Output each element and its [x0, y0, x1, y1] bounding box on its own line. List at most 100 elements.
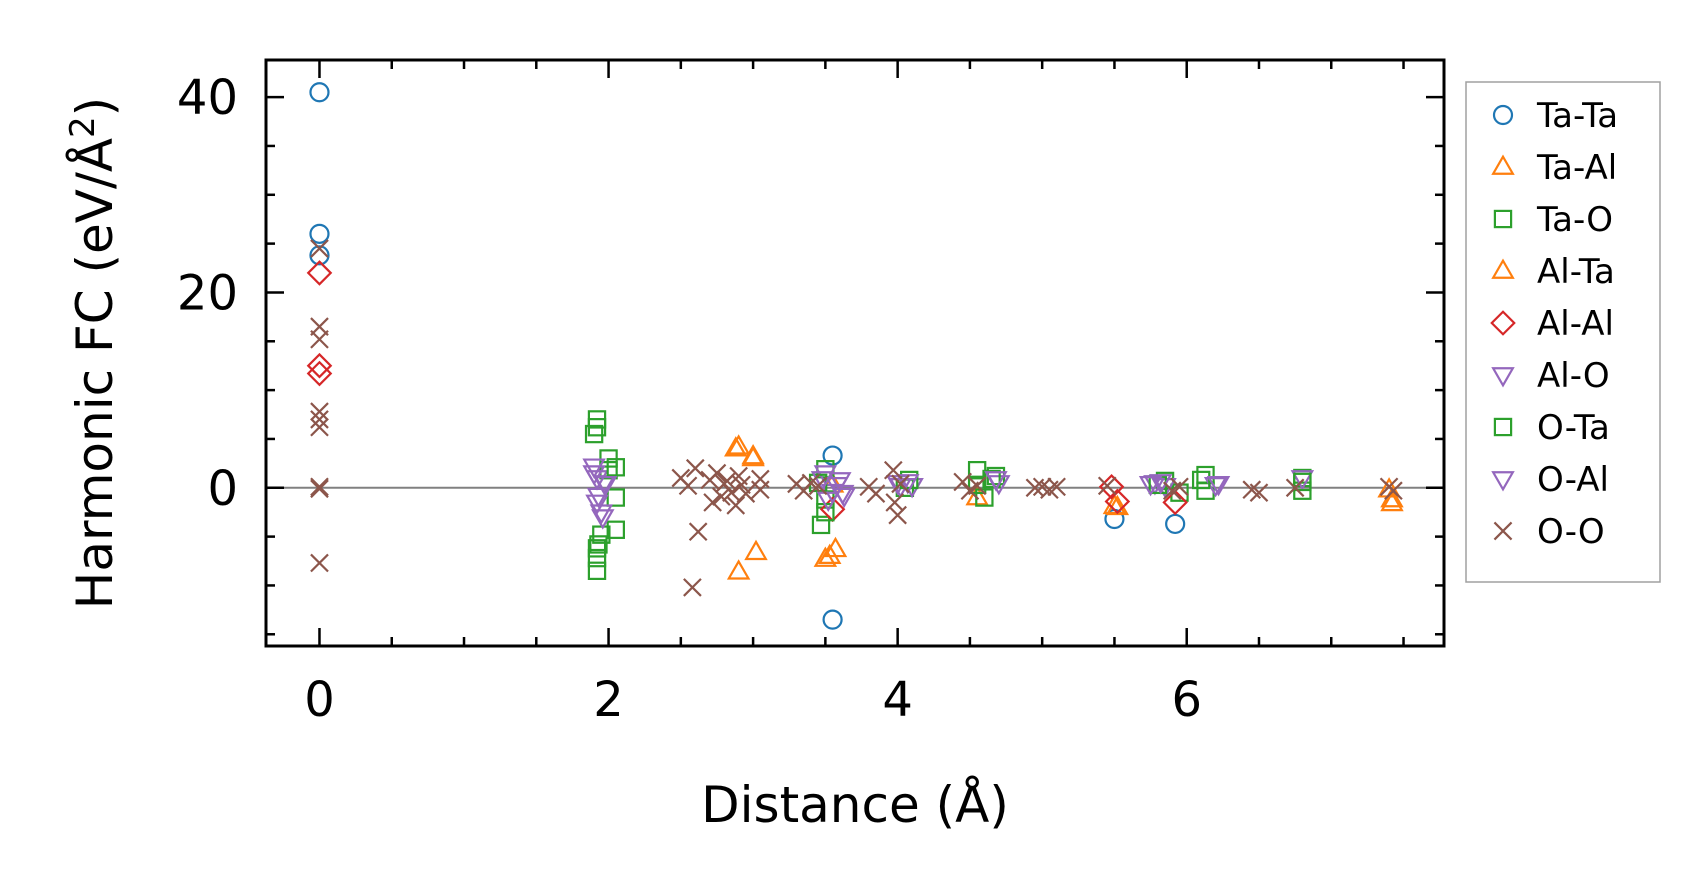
data-point: [1097, 476, 1117, 496]
legend-item: Ta-O: [1493, 200, 1613, 240]
series-o-ta-6: [584, 424, 1312, 554]
legend-label: Ta-Ta: [1536, 96, 1618, 136]
series-o-o-8: [310, 239, 1403, 597]
data-point: [585, 494, 609, 515]
legend-marker: [1491, 367, 1515, 388]
data-point: [1285, 478, 1305, 498]
data-point: [741, 445, 765, 467]
data-point: [593, 476, 618, 497]
data-point: [866, 484, 886, 503]
data-point: [688, 522, 708, 542]
legend-marker: [1490, 310, 1516, 336]
data-point: [711, 487, 731, 506]
x-tick-label: 0: [304, 672, 335, 728]
data-point: [309, 223, 330, 244]
legend-marker: [1491, 154, 1515, 175]
data-point: [885, 493, 905, 512]
data-point: [830, 484, 855, 506]
y-axis-title: Harmonic FC (eV/Å2): [63, 97, 124, 609]
data-point: [722, 483, 741, 502]
legend-item: Al-O: [1491, 356, 1610, 396]
data-point: [306, 260, 333, 286]
series-al-ta-3: [724, 436, 1404, 564]
data-point: [1047, 477, 1066, 497]
legend: Ta-Ta Ta-Al Ta-O Al-Ta Al-Al Al-O O-Ta O-Al O-O: [1465, 81, 1661, 583]
x-tick-label: 6: [1171, 672, 1202, 728]
data-point: [1242, 480, 1262, 500]
data-point: [589, 504, 614, 525]
data-point: [1162, 489, 1188, 516]
legend-label: Al-O: [1537, 356, 1610, 396]
legend-item: Al-Al: [1490, 304, 1614, 344]
series-ta-o-2: [587, 410, 1312, 580]
legend-item: O-O: [1493, 512, 1605, 552]
data-point: [1290, 470, 1315, 491]
data-point: [967, 475, 987, 495]
data-point: [703, 493, 722, 512]
data-point: [606, 458, 625, 477]
data-point: [1249, 483, 1269, 502]
legend-marker: [1491, 258, 1515, 279]
data-point: [732, 475, 751, 495]
data-point: [1170, 477, 1189, 497]
data-point: [1384, 481, 1403, 501]
data-point: [744, 539, 768, 561]
legend-label: Al-Ta: [1537, 252, 1615, 292]
legend-marker: [1491, 471, 1515, 492]
data-point: [685, 458, 705, 478]
data-point: [1206, 476, 1231, 497]
data-point: [587, 418, 607, 437]
data-point: [1138, 476, 1163, 497]
legend-marker: [1493, 521, 1513, 541]
data-point: [750, 480, 770, 500]
data-point: [891, 474, 910, 494]
legend-item: O-Al: [1491, 460, 1609, 500]
data-point: [309, 245, 330, 266]
data-point: [606, 488, 625, 507]
data-point: [883, 460, 903, 480]
legend-item: Al-Ta: [1491, 252, 1615, 292]
legend-label: O-Al: [1537, 460, 1609, 500]
legend-label: O-O: [1537, 512, 1605, 552]
data-point: [582, 458, 606, 479]
y-tick-label: 0: [207, 461, 238, 517]
data-point: [984, 471, 1008, 492]
legend-item: O-Ta: [1493, 408, 1610, 448]
x-tick-label: 2: [593, 672, 624, 728]
data-point: [582, 465, 606, 486]
axis-ticks: [266, 60, 1444, 646]
data-point: [816, 491, 840, 513]
legend-label: O-Ta: [1537, 408, 1610, 448]
y-tick-label: 20: [177, 265, 238, 321]
data-point: [726, 559, 751, 580]
x-axis-title: Distance (Å): [701, 776, 1009, 834]
legend-item: Ta-Al: [1491, 148, 1617, 188]
data-point: [587, 548, 607, 568]
data-point: [606, 520, 625, 539]
data-point: [310, 479, 329, 499]
data-point: [586, 487, 611, 509]
data-point: [310, 329, 329, 349]
data-point: [726, 496, 746, 515]
data-point: [310, 239, 329, 258]
data-point: [726, 434, 751, 455]
data-point: [591, 509, 615, 530]
data-point: [306, 360, 333, 387]
legend-label: Ta-Al: [1536, 148, 1617, 188]
data-point: [310, 417, 329, 437]
data-point: [1040, 480, 1059, 500]
data-point: [589, 535, 608, 554]
data-point: [584, 424, 604, 444]
data-point: [306, 352, 333, 379]
data-point: [587, 539, 607, 558]
plot-frame: [264, 58, 1446, 648]
data-point: [1104, 488, 1131, 515]
data-point: [953, 472, 973, 492]
data-point: [1165, 513, 1186, 535]
data-point: [309, 82, 330, 103]
y-axis-title-suffix: ): [66, 97, 124, 117]
legend-box: [1465, 81, 1661, 583]
data-point: [817, 543, 842, 564]
data-point: [707, 463, 727, 483]
